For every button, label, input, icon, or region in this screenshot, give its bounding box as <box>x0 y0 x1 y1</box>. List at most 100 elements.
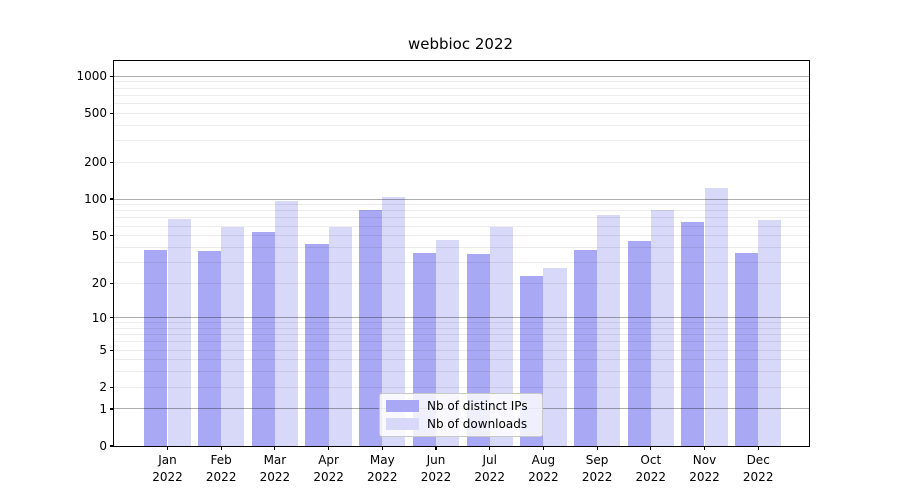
y-tick-2 <box>110 386 114 388</box>
x-tick-label-jul: Jul 2022 <box>474 452 505 486</box>
x-tick-month-jun: Jun <box>426 453 446 467</box>
x-tick-dec <box>757 446 759 450</box>
x-tick-aug <box>542 446 544 450</box>
x-tick-month-jul: Jul <box>482 453 497 467</box>
chart-title: webbioc 2022 <box>407 35 514 53</box>
minor-gridline-900 <box>114 81 809 83</box>
x-tick-label-dec: Dec 2022 <box>743 452 774 486</box>
x-tick-year-jan: 2022 <box>152 470 183 484</box>
bar-ips-dec <box>735 252 759 446</box>
y-tick-1 <box>110 408 114 410</box>
x-tick-feb <box>220 446 222 450</box>
minor-gridline-30 <box>114 261 809 263</box>
bar-ips-oct <box>627 241 651 446</box>
x-tick-nov <box>703 446 706 450</box>
minor-gridline-500 <box>114 112 809 114</box>
y-tick-10 <box>110 317 114 319</box>
y-tick-20 <box>110 282 114 284</box>
minor-gridline-8 <box>114 327 809 329</box>
minor-gridline-80 <box>114 210 809 212</box>
x-tick-year-nov: 2022 <box>689 470 720 484</box>
legend-row-ips: Nb of distinct IPs <box>386 399 536 413</box>
x-tick-month-dec: Dec <box>746 453 770 467</box>
legend-label-ips: Nb of distinct IPs <box>427 398 528 413</box>
x-tick-label-feb: Feb 2022 <box>206 452 237 486</box>
x-tick-oct <box>650 446 652 450</box>
plot-area: Nb of distinct IPs Nb of downloads 0 1 2 5 10… <box>76 60 810 484</box>
x-tick-label-jun: Jun 2022 <box>421 452 452 486</box>
minor-gridline-4 <box>114 359 809 361</box>
bar-ips-may <box>359 209 383 446</box>
x-tick-label-aug: Aug 2022 <box>528 452 559 486</box>
minor-gridline-50 <box>114 235 809 237</box>
x-tick-month-may: May <box>369 453 395 467</box>
y-tick-100 <box>110 198 114 200</box>
major-gridline-100 <box>114 198 809 200</box>
x-tick-label-mar: Mar 2022 <box>260 452 291 486</box>
bar-downloads-jan <box>167 219 191 446</box>
x-tick-label-nov: Nov 2022 <box>689 452 720 486</box>
x-tick-apr <box>328 446 330 450</box>
major-gridline-10 <box>114 317 809 319</box>
bar-downloads-feb <box>221 226 245 446</box>
major-gridline-1000 <box>114 75 809 77</box>
x-tick-label-sep: Sep 2022 <box>582 452 613 486</box>
y-tick-200 <box>110 161 114 163</box>
x-tick-month-sep: Sep <box>585 453 609 467</box>
minor-gridline-6 <box>114 341 809 343</box>
legend-label-downloads: Nb of downloads <box>427 417 528 432</box>
x-tick-jul <box>489 446 491 450</box>
x-tick-label-apr: Apr 2022 <box>313 452 344 486</box>
y-tick-500 <box>110 112 114 114</box>
minor-gridline-300 <box>114 140 809 142</box>
x-tick-label-jan: Jan 2022 <box>152 452 183 486</box>
minor-gridline-9 <box>114 322 809 324</box>
y-tick-0 <box>110 445 114 447</box>
minor-gridline-60 <box>114 225 809 227</box>
x-tick-month-mar: Mar <box>263 453 287 467</box>
bar-downloads-jul <box>489 226 513 446</box>
bar-ips-nov <box>681 221 705 446</box>
x-tick-year-jul: 2022 <box>474 470 505 484</box>
y-tick-1000 <box>110 75 114 77</box>
x-tick-month-aug: Aug <box>531 453 556 467</box>
bar-ips-jan <box>144 249 168 446</box>
minor-gridline-20 <box>114 282 809 284</box>
bar-downloads-aug <box>543 267 567 446</box>
x-tick-year-sep: 2022 <box>581 470 613 484</box>
x-tick-year-mar: 2022 <box>259 470 291 484</box>
x-tick-jan <box>166 446 169 450</box>
x-tick-mar <box>274 446 276 450</box>
x-tick-month-oct: Oct <box>640 453 662 467</box>
bar-ips-sep <box>573 249 598 446</box>
bar-downloads-may <box>382 196 406 446</box>
x-tick-month-apr: Apr <box>318 453 339 467</box>
bar-downloads-mar <box>274 200 299 446</box>
minor-gridline-70 <box>114 217 809 219</box>
bar-ips-apr <box>305 243 329 446</box>
minor-gridline-800 <box>114 87 809 89</box>
x-tick-month-feb: Feb <box>210 453 232 467</box>
x-tick-year-apr: 2022 <box>313 470 344 484</box>
x-tick-label-oct: Oct 2022 <box>636 452 667 486</box>
x-tick-year-may: 2022 <box>367 470 398 484</box>
bar-downloads-apr <box>328 226 352 446</box>
x-tick-may <box>381 446 383 450</box>
minor-gridline-7 <box>114 334 809 336</box>
minor-gridline-40 <box>114 246 809 248</box>
minor-gridline-600 <box>114 103 809 105</box>
legend-swatch-downloads <box>386 418 419 431</box>
x-tick-year-dec: 2022 <box>742 470 774 484</box>
legend-swatch-ips <box>386 399 419 412</box>
minor-gridline-200 <box>114 161 809 163</box>
bar-downloads-dec <box>758 220 782 446</box>
x-tick-month-nov: Nov <box>692 453 717 467</box>
bar-downloads-sep <box>597 214 621 446</box>
x-tick-year-feb: 2022 <box>205 470 237 484</box>
x-tick-year-aug: 2022 <box>528 470 559 484</box>
legend-row-downloads: Nb of downloads <box>386 417 536 431</box>
bar-ips-feb <box>198 251 222 446</box>
bar-ips-mar <box>251 231 275 446</box>
minor-gridline-700 <box>114 94 809 96</box>
